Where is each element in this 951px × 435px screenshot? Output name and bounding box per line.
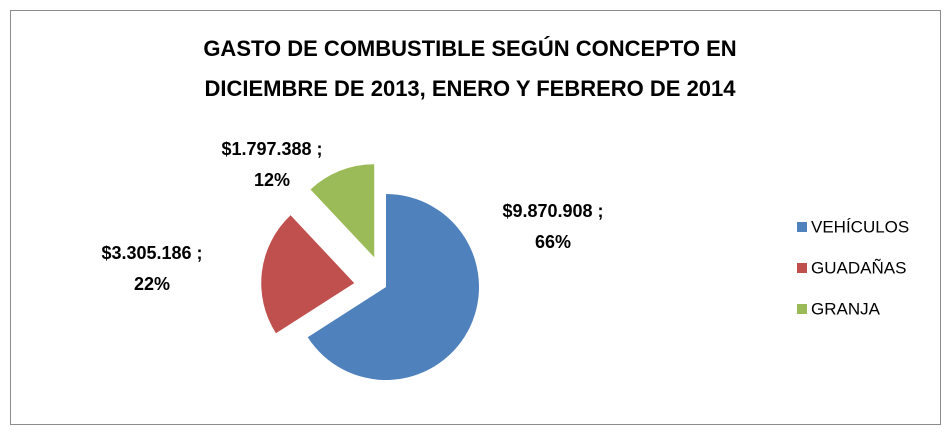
chart-title: GASTO DE COMBUSTIBLE SEGÚN CONCEPTO EN bbox=[203, 36, 736, 61]
pie-slice bbox=[261, 215, 355, 334]
data-label: 66% bbox=[535, 232, 571, 252]
data-label: $1.797.388 ; bbox=[221, 139, 322, 159]
legend-label: VEHÍCULOS bbox=[811, 217, 909, 236]
legend-swatch bbox=[797, 222, 807, 232]
legend-label: GRANJA bbox=[811, 299, 881, 318]
pie-slice bbox=[307, 194, 479, 380]
legend-swatch bbox=[797, 263, 807, 273]
data-label: 12% bbox=[254, 170, 290, 190]
pie-slice bbox=[310, 164, 375, 258]
data-label: 22% bbox=[134, 274, 170, 294]
legend-label: GUADAÑAS bbox=[811, 258, 906, 277]
data-label: $3.305.186 ; bbox=[101, 243, 202, 263]
legend-swatch bbox=[797, 304, 807, 314]
chart-title: DICIEMBRE DE 2013, ENERO Y FEBRERO DE 20… bbox=[204, 76, 736, 101]
data-label: $9.870.908 ; bbox=[502, 201, 603, 221]
chart-frame bbox=[10, 10, 941, 425]
